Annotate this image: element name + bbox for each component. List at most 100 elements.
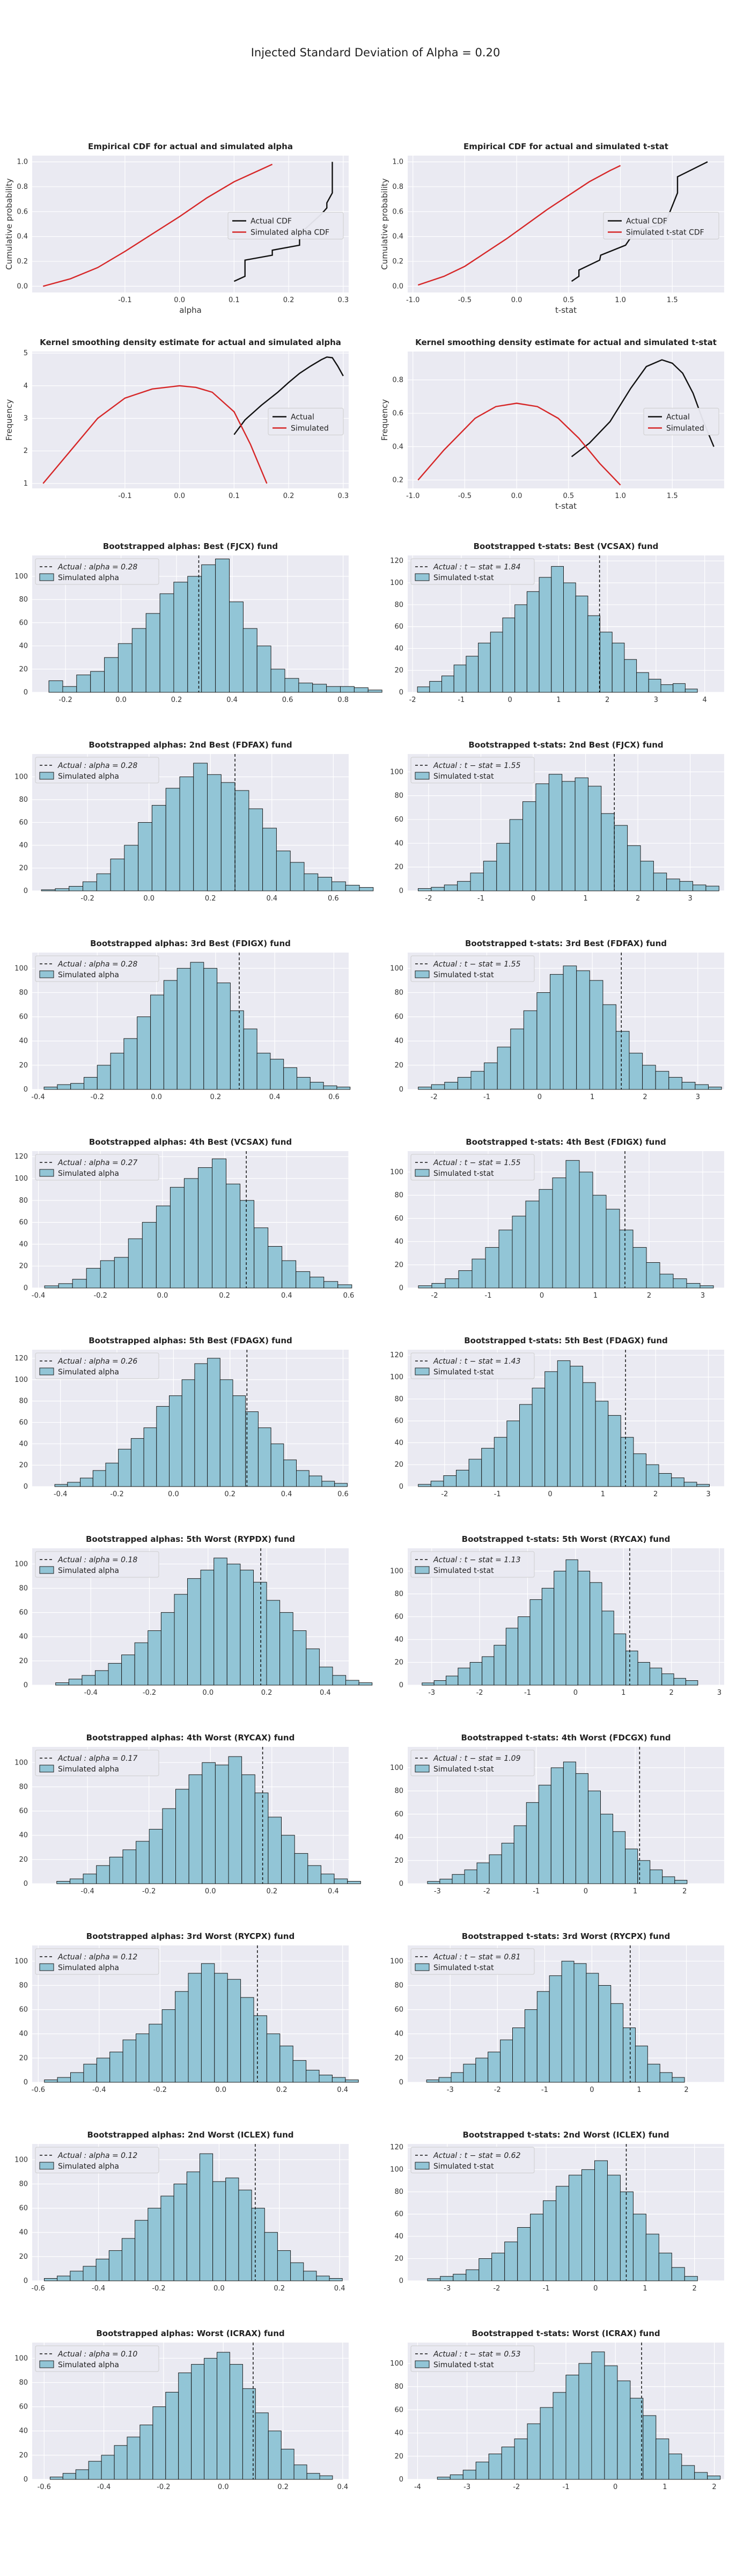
histogram-bar	[56, 1881, 70, 1884]
chart-panel-t-worst-3: Bootstrapped t-stats: 3rd Worst (RYCPX) …	[390, 1931, 724, 2094]
y-tick-label: 1.0	[17, 158, 28, 166]
histogram-bar	[110, 859, 125, 891]
legend-label-actual: Actual : alpha = 0.27	[57, 1159, 137, 1167]
histogram-bar	[109, 1856, 123, 1884]
histogram-bar	[440, 2276, 454, 2281]
histogram-bar	[418, 1484, 431, 1487]
y-tick-label: 40	[394, 1636, 403, 1644]
x-tick-label: 3	[688, 895, 692, 903]
y-tick-label: 100	[14, 1560, 28, 1568]
histogram-bar	[183, 1178, 198, 1289]
histogram-bar	[427, 2278, 441, 2281]
y-tick-label: 100	[390, 768, 403, 776]
x-tick-label: -0.4	[80, 1887, 94, 1896]
histogram-bar	[83, 1874, 97, 1884]
histogram-bar	[482, 1656, 495, 1686]
histogram-bar	[673, 1678, 686, 1686]
legend-label-simulated: Simulated t-stat	[433, 1169, 494, 1178]
histogram-bar	[131, 628, 146, 693]
y-tick-label: 60	[394, 2406, 403, 2414]
x-tick-label: -1	[494, 1490, 501, 1498]
histogram-bar	[279, 2045, 293, 2083]
histogram-bar	[538, 1784, 551, 1884]
y-tick-label: 100	[390, 1764, 403, 1772]
legend-label: Simulated	[291, 425, 329, 433]
x-tick-label: 0.2	[277, 2483, 289, 2491]
histogram-bar	[290, 862, 305, 891]
y-tick-label: 0	[399, 1483, 403, 1491]
histogram-bar	[578, 2363, 592, 2480]
y-tick-label: 1	[24, 480, 28, 488]
chart-title: Bootstrapped alphas: Best (FJCX) fund	[103, 541, 278, 551]
histogram-bar	[323, 1281, 338, 1289]
y-tick-label: 60	[394, 1417, 403, 1425]
histogram-bar	[240, 1570, 254, 1686]
legend-label-actual: Actual : t − stat = 1.13	[433, 1556, 521, 1564]
y-tick-label: 40	[19, 1832, 28, 1840]
histogram-bar	[367, 690, 382, 693]
histogram-bar	[610, 2003, 624, 2083]
legend-label-simulated: Simulated alpha	[58, 1964, 119, 1972]
x-tick-label: -0.4	[97, 2483, 111, 2491]
histogram-bar	[707, 2476, 721, 2480]
histogram-bar	[458, 1667, 470, 1686]
y-tick-label: 40	[19, 2030, 28, 2038]
y-tick-label: 60	[19, 2006, 28, 2014]
histogram-bar	[55, 1682, 69, 1686]
histogram-bar	[660, 684, 674, 693]
legend-label-simulated: Simulated alpha	[58, 1169, 119, 1178]
histogram-bar	[149, 1829, 163, 1884]
histogram-bar	[268, 1817, 282, 1884]
histogram-bar	[681, 2465, 695, 2480]
histogram-bar	[135, 2220, 149, 2281]
legend-label-actual: Actual : t − stat = 1.55	[433, 960, 521, 969]
y-tick-label: 0	[24, 689, 28, 697]
histogram-bar	[548, 774, 563, 891]
x-tick-label: 0.0	[202, 1689, 213, 1697]
histogram-bar	[430, 1481, 444, 1487]
y-tick-label: 80	[394, 1787, 403, 1795]
histogram-bar	[242, 628, 257, 693]
histogram-bar	[457, 1077, 472, 1090]
x-tick-label: -0.5	[458, 296, 472, 304]
histogram-bar	[489, 1854, 502, 1884]
y-tick-label: 100	[390, 1168, 403, 1176]
histogram-bar	[245, 1411, 259, 1487]
histogram-bar	[666, 879, 680, 891]
histogram-bar	[165, 2392, 179, 2480]
histogram-bar	[673, 1278, 687, 1289]
histogram-bar	[478, 642, 491, 693]
histogram-bar	[565, 1559, 578, 1686]
x-tick-label: -3	[463, 2483, 470, 2491]
histogram-bar	[86, 1268, 101, 1289]
histogram-bar	[529, 1599, 542, 1686]
histogram-bar	[672, 2077, 685, 2083]
x-tick-label: 0.2	[276, 2086, 288, 2094]
histogram-bar	[583, 1382, 596, 1487]
x-tick-label: -2	[441, 1490, 448, 1498]
histogram-bar	[575, 1773, 588, 1884]
legend-swatch	[415, 970, 430, 978]
legend-swatch	[39, 1169, 54, 1177]
histogram-bar	[262, 828, 277, 891]
x-tick-label: 2	[636, 895, 640, 903]
x-tick-label: -2	[409, 696, 416, 704]
legend-label-actual: Actual : alpha = 0.10	[57, 2350, 137, 2359]
y-tick-label: 100	[390, 2166, 403, 2174]
chart-title: Bootstrapped alphas: 3rd Worst (RYCPX) f…	[86, 1931, 294, 1941]
series-line-2	[417, 165, 621, 286]
legend-label-actual: Actual : t − stat = 0.62	[433, 2151, 521, 2160]
x-tick-label: 0.0	[213, 2285, 225, 2293]
histogram-bar	[44, 2080, 58, 2083]
histogram-bar	[121, 1655, 135, 1686]
y-tick-label: 80	[19, 796, 28, 804]
x-tick-label: 0.0	[143, 895, 154, 903]
histogram-bar	[207, 1358, 220, 1487]
histogram-bar	[76, 675, 91, 693]
histogram-bar	[191, 2364, 205, 2480]
x-tick-label: 0.2	[274, 2285, 285, 2293]
histogram-bar	[268, 1246, 283, 1289]
y-tick-label: 20	[394, 2453, 403, 2461]
histogram-bar	[227, 1979, 241, 2083]
x-tick-label: 0.2	[210, 1093, 222, 1101]
